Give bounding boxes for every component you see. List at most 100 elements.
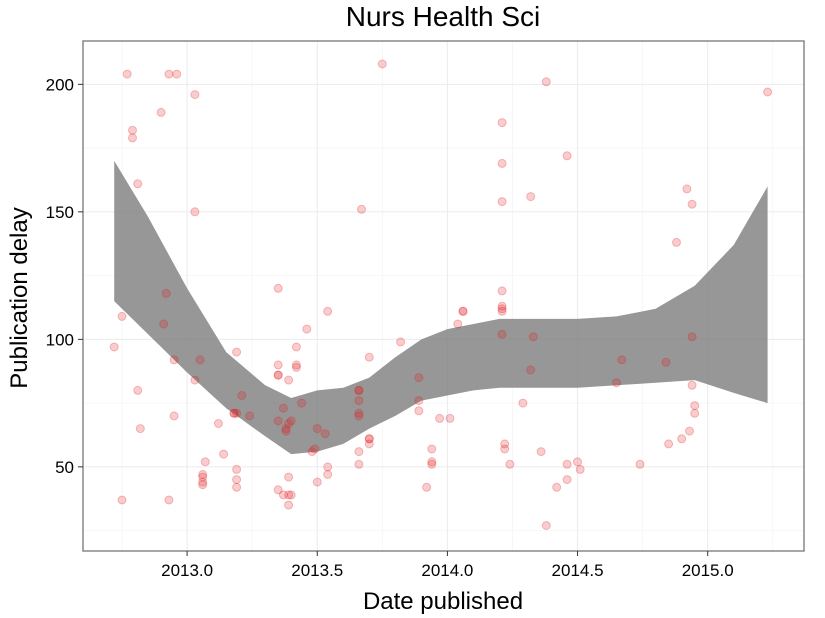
data-point xyxy=(232,482,242,492)
y-tick-label: 150 xyxy=(46,203,74,222)
data-point xyxy=(284,490,294,500)
data-points xyxy=(109,59,773,530)
data-point xyxy=(690,408,700,418)
data-point xyxy=(445,413,455,423)
plot-panel xyxy=(82,40,805,552)
data-point xyxy=(117,311,127,321)
data-point xyxy=(541,521,551,530)
data-point xyxy=(232,475,242,485)
data-point xyxy=(164,69,174,79)
data-point xyxy=(687,332,697,342)
data-point xyxy=(198,480,208,490)
data-point xyxy=(427,459,437,469)
data-point xyxy=(312,477,322,487)
data-point xyxy=(354,411,364,421)
data-point xyxy=(497,306,507,316)
data-point xyxy=(323,462,333,472)
data-point xyxy=(213,419,223,428)
y-tick-label: 200 xyxy=(46,75,74,94)
data-point xyxy=(354,408,364,418)
data-point xyxy=(458,306,468,316)
y-axis: 50 100 150 200 xyxy=(46,75,83,477)
data-point xyxy=(414,406,424,416)
data-point xyxy=(232,464,242,474)
data-point xyxy=(302,324,312,334)
data-point xyxy=(677,434,687,444)
data-point xyxy=(232,408,242,418)
data-point xyxy=(612,378,622,388)
data-point xyxy=(286,416,296,426)
data-point xyxy=(278,403,288,413)
y-tick-label: 100 xyxy=(46,330,74,349)
data-point xyxy=(497,118,507,128)
data-point xyxy=(427,444,437,454)
x-tick-label: 2014.0 xyxy=(421,561,473,580)
data-point xyxy=(159,319,169,329)
data-point xyxy=(169,355,179,365)
data-point xyxy=(552,482,562,492)
x-tick-label: 2013.0 xyxy=(161,561,213,580)
data-point xyxy=(320,429,330,439)
data-point xyxy=(497,197,507,207)
y-tick-label: 50 xyxy=(55,458,74,477)
x-axis: 2013.0 2013.5 2014.0 2014.5 2015.0 xyxy=(161,551,734,580)
data-point xyxy=(284,419,294,428)
data-point xyxy=(497,301,507,311)
data-point xyxy=(354,396,364,406)
data-point xyxy=(635,459,645,469)
data-point xyxy=(497,286,507,296)
data-point xyxy=(354,447,364,457)
data-point xyxy=(573,457,582,467)
data-point xyxy=(500,439,510,449)
data-point xyxy=(281,426,291,436)
data-point xyxy=(284,375,294,385)
confidence-band xyxy=(114,160,768,455)
data-point xyxy=(281,424,291,434)
data-point xyxy=(128,125,137,135)
data-point xyxy=(562,459,572,469)
data-point xyxy=(273,416,283,426)
data-point xyxy=(291,342,301,352)
data-point xyxy=(497,304,507,314)
data-point xyxy=(541,77,551,87)
data-point xyxy=(273,370,283,380)
data-point xyxy=(245,411,255,421)
data-point xyxy=(427,457,437,467)
data-point xyxy=(357,204,366,214)
data-point xyxy=(672,237,681,247)
data-point xyxy=(664,439,674,449)
data-point xyxy=(312,424,322,434)
data-point xyxy=(164,495,174,505)
data-point xyxy=(128,133,137,143)
data-point xyxy=(396,337,406,347)
data-point xyxy=(354,385,364,395)
data-point xyxy=(133,179,143,189)
data-point xyxy=(364,434,374,444)
data-point xyxy=(422,482,432,492)
data-point xyxy=(109,342,119,352)
data-point xyxy=(435,413,445,423)
data-point xyxy=(156,107,166,117)
data-point xyxy=(661,357,671,367)
data-point xyxy=(198,472,208,482)
data-point xyxy=(682,184,692,194)
data-point xyxy=(133,385,143,395)
data-point xyxy=(323,306,333,316)
data-point xyxy=(617,355,627,365)
panel-border xyxy=(82,40,805,552)
data-point xyxy=(284,500,294,510)
data-point xyxy=(122,69,132,79)
data-point xyxy=(377,59,387,69)
data-point xyxy=(229,408,239,418)
data-point xyxy=(518,398,528,408)
data-point xyxy=(200,457,210,467)
data-point xyxy=(323,470,333,479)
data-point xyxy=(284,472,294,482)
data-point xyxy=(526,365,536,375)
data-point xyxy=(364,439,374,449)
data-point xyxy=(273,283,283,293)
data-point xyxy=(169,411,179,421)
chart-title: Nurs Health Sci xyxy=(346,1,541,32)
data-point xyxy=(229,408,239,418)
